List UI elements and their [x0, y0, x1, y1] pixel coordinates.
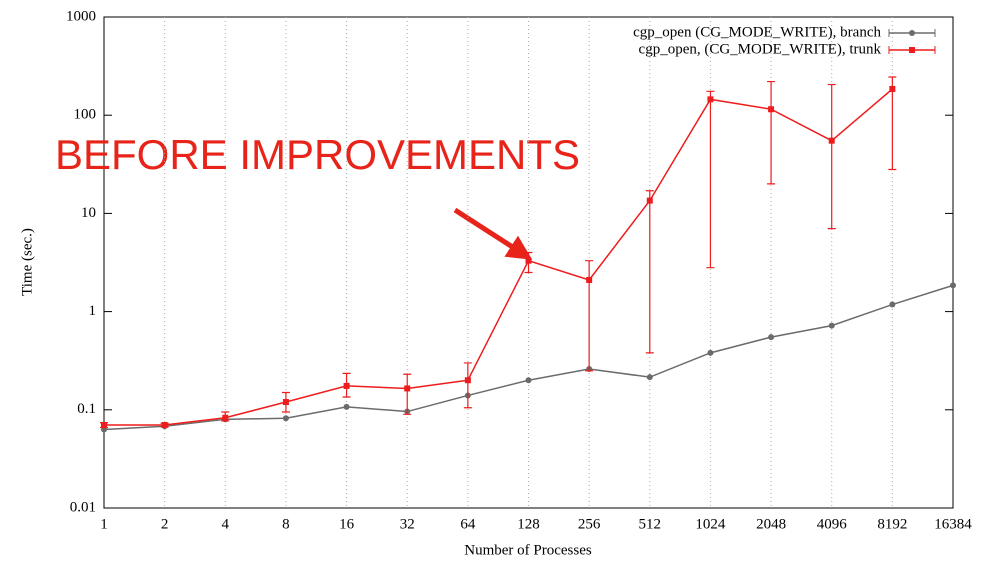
point	[707, 96, 714, 103]
point	[646, 374, 653, 381]
series-line	[104, 88, 893, 426]
legend-label: cgp_open, (CG_MODE_WRITE), trunk	[639, 41, 882, 57]
point	[586, 276, 593, 283]
point	[343, 403, 350, 410]
x-tick-label: 32	[400, 516, 415, 532]
point	[222, 414, 229, 421]
point	[950, 282, 956, 289]
x-tick-label: 2	[161, 516, 169, 532]
error-bar	[463, 362, 472, 409]
legend-marker	[909, 47, 915, 53]
point	[828, 322, 835, 329]
error-bar	[403, 373, 412, 415]
point	[707, 349, 714, 356]
point	[646, 197, 653, 204]
x-tick-label: 512	[639, 516, 662, 532]
point	[828, 137, 835, 144]
point	[525, 377, 532, 384]
y-tick-label: 0.1	[77, 401, 96, 417]
legend-swatch	[888, 29, 936, 37]
error-bar	[645, 190, 654, 354]
point	[282, 399, 289, 406]
error-bar	[888, 76, 897, 171]
x-tick-label: 1	[100, 516, 108, 532]
x-tick-label: 4096	[817, 516, 848, 532]
point	[464, 377, 471, 384]
x-tick-label: 8192	[877, 516, 907, 532]
y-tick-label: 100	[74, 107, 97, 123]
legend-marker	[909, 30, 915, 36]
legend-label: cgp_open (CG_MODE_WRITE), branch	[633, 24, 881, 40]
error-bar	[827, 83, 836, 230]
annotation: BEFORE IMPROVEMENTS	[55, 131, 580, 178]
point	[768, 106, 775, 113]
x-tick-label: 1024	[695, 516, 726, 532]
x-tick-label: 16	[339, 516, 355, 532]
error-bar	[706, 90, 715, 269]
point	[101, 422, 107, 429]
x-axis-label: Number of Processes	[464, 542, 592, 558]
point	[404, 385, 411, 392]
point	[525, 257, 532, 264]
point	[343, 382, 350, 389]
point	[161, 422, 168, 429]
point	[889, 85, 896, 92]
x-tick-label: 16384	[934, 516, 972, 532]
point	[282, 415, 289, 422]
y-tick-label: 0.01	[70, 499, 96, 515]
y-tick-label: 1000	[66, 8, 96, 24]
x-tick-label: 256	[578, 516, 601, 532]
error-bar	[767, 80, 776, 185]
x-tick-label: 4	[222, 516, 230, 532]
y-axis-label: Time (sec.)	[19, 228, 35, 296]
point	[768, 334, 775, 341]
y-tick-label: 1	[89, 303, 97, 319]
x-tick-label: 2048	[756, 516, 786, 532]
x-tick-label: 8	[282, 516, 290, 532]
x-tick-label: 64	[460, 516, 476, 532]
annotation-arrow	[453, 207, 533, 260]
point	[889, 301, 896, 308]
legend-swatch	[888, 46, 936, 54]
x-tick-label: 128	[517, 516, 540, 532]
y-tick-label: 10	[81, 205, 96, 221]
